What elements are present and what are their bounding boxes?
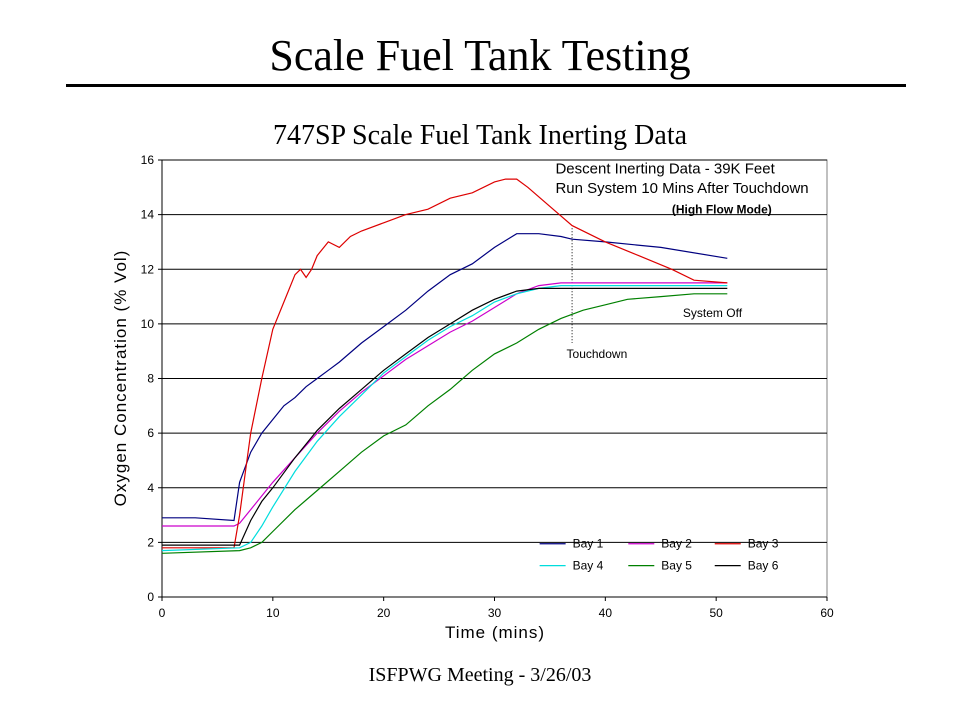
series-line-bay-6 [162,287,728,546]
series-line-bay-5 [161,293,728,554]
legend-label: Bay 5 [661,559,692,573]
series-line-bay-3 [162,178,728,549]
title-divider [66,84,906,87]
y-tick-label: 12 [141,262,155,276]
legend-label: Bay 3 [748,537,779,551]
y-tick-label: 8 [147,372,154,386]
gridlines [162,159,827,543]
x-tick-label: 20 [377,606,391,620]
x-tick-label: 40 [599,606,613,620]
x-tick-label: 60 [820,606,834,620]
axes: 0 2 4 6 8 10 12 14 16 0 10 20 30 40 50 60 [141,153,834,620]
y-tick-label: 6 [147,426,154,440]
legend-label: Bay 1 [573,537,604,551]
series-line-bay-2 [162,282,728,527]
x-axis-label: Time (mins) [445,623,545,642]
annotation-text: Touchdown [567,347,628,361]
legend-label: Bay 6 [748,559,779,573]
y-tick-label: 16 [141,153,155,167]
y-tick-label: 2 [147,535,154,549]
legend-label: Bay 4 [573,559,604,573]
x-tick-label: 30 [488,606,502,620]
series-line-bay-4 [161,285,728,552]
chart-title: 747SP Scale Fuel Tank Inerting Data [272,120,688,151]
annotation-text: (High Flow Mode) [672,202,772,216]
y-tick-label: 0 [147,590,154,604]
annotation-text: Descent Inerting Data - 39K Feet [555,161,775,178]
annotation-text: Run System 10 Mins After Touchdown [555,180,808,197]
legend-label: Bay 2 [661,537,692,551]
y-tick-label: 4 [147,481,154,495]
x-tick-label: 10 [266,606,280,620]
slide-title: Scale Fuel Tank Testing [269,31,691,80]
annotations: Descent Inerting Data - 39K Feet Run Syst… [555,161,808,361]
y-tick-label: 14 [141,208,155,222]
series-layer [161,178,728,554]
annotation-text: System Off [683,306,743,320]
y-tick-label: 10 [141,317,155,331]
footer-text: ISFPWG Meeting - 3/26/03 [368,664,592,686]
series-line-bay-1 [162,233,728,522]
x-tick-label: 0 [159,606,166,620]
x-tick-label: 50 [709,606,723,620]
legend: Bay 1 Bay 2 Bay 3 Bay 4 Bay 5 Bay 6 [539,537,779,573]
y-axis-label: Oxygen Concentration (% Vol) [111,250,130,507]
